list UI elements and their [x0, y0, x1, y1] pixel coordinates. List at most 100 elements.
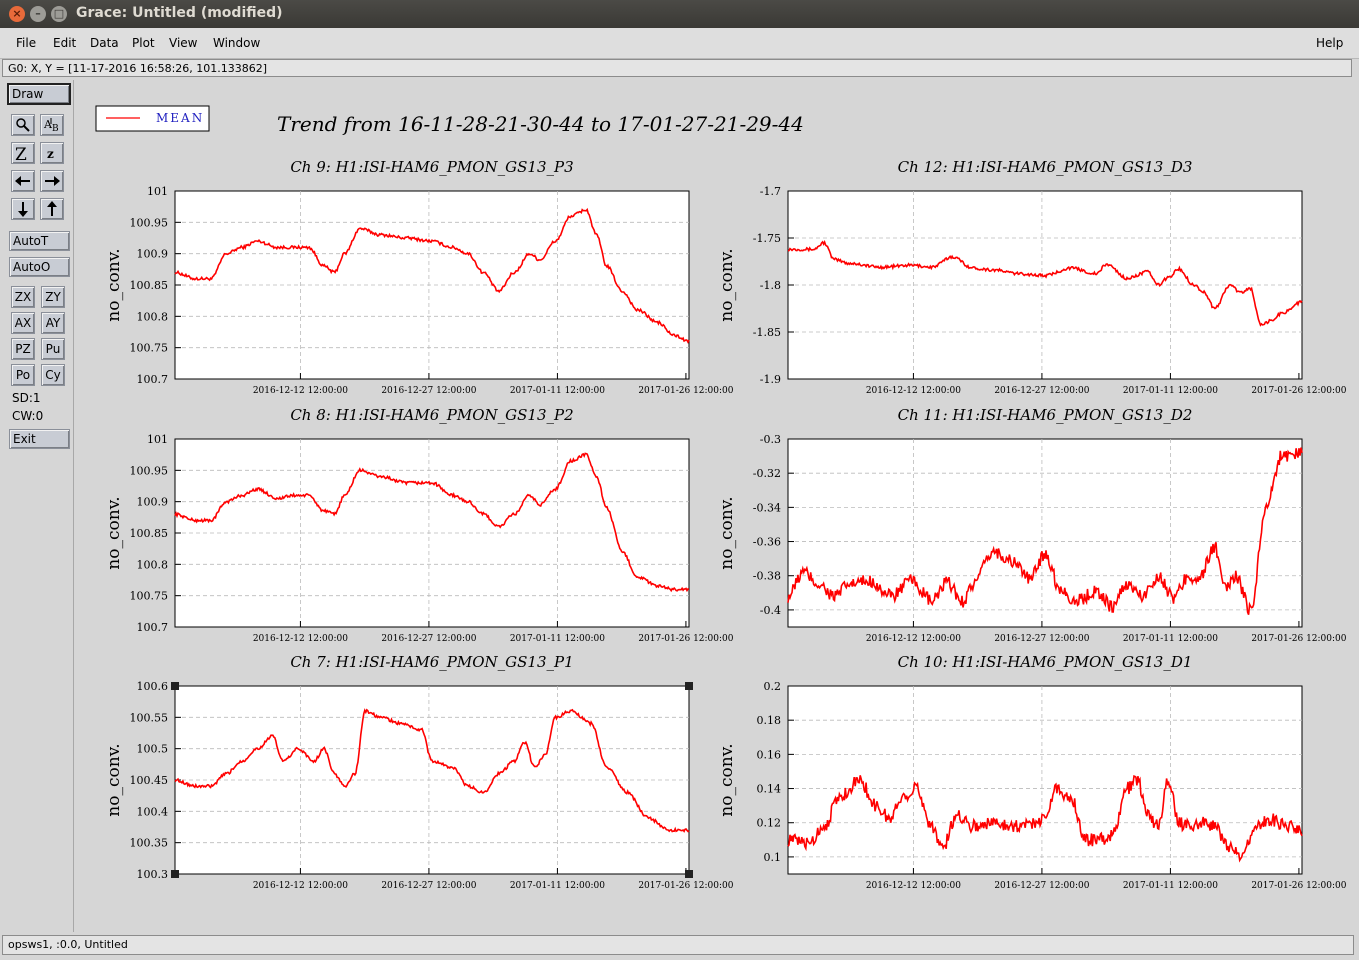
menu-help[interactable]: Help — [1316, 36, 1344, 50]
series-line-mean — [787, 447, 1303, 615]
zoom-button[interactable]: Z — [11, 142, 35, 165]
graph-2[interactable]: 100.7 100.75 100.8 100.85 100.9 100.95 101 2016… — [104, 406, 734, 644]
graph-title: Ch 9: H1:ISI-HAM6_PMON_GS13_P3 — [290, 158, 573, 176]
y-tick-label: 100.4 — [137, 805, 169, 818]
x-tick-label: 2017-01-26 12:00:00 — [638, 386, 733, 396]
window-minimize-button[interactable]: – — [30, 6, 46, 22]
menu-plot[interactable]: Plot — [132, 36, 155, 50]
series-line-mean — [787, 239, 1303, 327]
y-tick-label: 100.8 — [137, 310, 169, 323]
y-tick-label: -1.75 — [753, 232, 781, 245]
series-line-mean — [787, 774, 1303, 863]
status-bar: opsws1, :0.0, Untitled — [2, 935, 1354, 955]
zy-button[interactable]: ZY — [41, 286, 65, 308]
x-tick-label: 2016-12-27 12:00:00 — [994, 881, 1089, 891]
y-tick-label: 100.95 — [130, 464, 169, 477]
window-maximize-button[interactable]: □ — [51, 6, 67, 22]
x-tick-label: 2016-12-12 12:00:00 — [866, 881, 961, 891]
zoom-small-button[interactable]: z — [40, 142, 64, 164]
pz-button[interactable]: PZ — [11, 338, 35, 360]
graph-title: Ch 8: H1:ISI-HAM6_PMON_GS13_P2 — [290, 406, 573, 424]
x-tick-label: 2016-12-27 12:00:00 — [381, 386, 476, 396]
zx-button[interactable]: ZX — [11, 286, 35, 308]
scroll-left-button[interactable] — [11, 170, 35, 192]
current-world-label: CW:0 — [12, 409, 44, 423]
exit-button[interactable]: Exit — [9, 429, 70, 449]
plot-frame — [787, 438, 1303, 628]
series-line-mean — [174, 207, 690, 344]
menu-window[interactable]: Window — [213, 36, 261, 50]
x-tick-label: 2017-01-11 12:00:00 — [510, 881, 605, 891]
svg-text:B: B — [52, 124, 59, 134]
menu-file[interactable]: File — [16, 36, 37, 50]
y-tick-label: 0.18 — [757, 714, 782, 727]
ax-button[interactable]: AX — [11, 312, 35, 334]
y-tick-label: 100.7 — [137, 621, 169, 634]
graph-title: Ch 11: H1:ISI-HAM6_PMON_GS13_D2 — [898, 406, 1193, 424]
y-tick-label: -0.34 — [753, 501, 781, 514]
autoo-button[interactable]: AutoO — [9, 257, 70, 277]
window-close-button[interactable]: × — [9, 6, 25, 22]
y-tick-label: 0.16 — [757, 748, 782, 761]
plot-canvas[interactable]: MEAN Trend from 16-11-28-21-30-44 to 17-… — [74, 80, 1358, 932]
locator-readout: G0: X, Y = [11-17-2016 16:58:26, 101.133… — [2, 59, 1352, 77]
series-line-mean — [174, 708, 690, 833]
x-tick-label: 2017-01-26 12:00:00 — [1251, 386, 1346, 396]
x-tick-label: 2017-01-26 12:00:00 — [638, 634, 733, 644]
x-tick-label: 2016-12-27 12:00:00 — [994, 634, 1089, 644]
arrow-left-icon — [15, 176, 30, 186]
y-axis-label: no_conv. — [717, 496, 737, 569]
zoom-z-icon: Z — [15, 145, 27, 165]
y-tick-label: -0.4 — [760, 604, 781, 617]
scroll-right-button[interactable] — [40, 170, 64, 192]
pu-button[interactable]: Pu — [41, 338, 65, 360]
menu-edit[interactable]: Edit — [53, 36, 77, 50]
menu-view[interactable]: View — [169, 36, 198, 50]
autot-button[interactable]: AutoT — [9, 231, 70, 251]
y-tick-label: 100.7 — [137, 373, 169, 386]
zoom-z-small-icon: z — [47, 147, 54, 161]
selection-handle[interactable] — [685, 682, 693, 690]
selection-handle[interactable] — [171, 870, 179, 878]
y-tick-label: -0.32 — [753, 467, 781, 480]
selection-handle[interactable] — [171, 682, 179, 690]
y-tick-label: 101 — [147, 185, 168, 198]
graph-0[interactable]: 100.7 100.75 100.8 100.85 100.9 100.95 101 2016… — [104, 158, 734, 396]
graph-5[interactable]: 0.1 0.12 0.14 0.16 0.18 0.2 2016-12-12 12:00:0… — [717, 653, 1347, 891]
window-title: Grace: Untitled (modified) — [76, 5, 283, 21]
graph-1[interactable]: -1.9 -1.85 -1.8 -1.75 -1.7 2016-12-12 12:00:0… — [717, 158, 1347, 396]
cy-button[interactable]: Cy — [41, 364, 65, 386]
graph-3[interactable]: -0.4 -0.38 -0.36 -0.34 -0.32 -0.3 2016-12-12 1… — [717, 406, 1347, 644]
y-tick-label: 0.12 — [757, 817, 782, 830]
graph-4[interactable]: 100.3 100.35 100.4 100.45 100.5 100.55 100.6 20… — [104, 653, 734, 891]
menu-data[interactable]: Data — [90, 36, 119, 50]
x-tick-label: 2016-12-12 12:00:00 — [253, 386, 348, 396]
x-tick-label: 2017-01-11 12:00:00 — [510, 386, 605, 396]
graph-title: Ch 12: H1:ISI-HAM6_PMON_GS13_D3 — [898, 158, 1193, 176]
y-tick-label: 100.75 — [130, 590, 169, 603]
graph-title: Ch 7: H1:ISI-HAM6_PMON_GS13_P1 — [290, 653, 573, 671]
ay-button[interactable]: AY — [41, 312, 65, 334]
y-tick-label: -1.7 — [760, 185, 781, 198]
y-tick-label: 100.45 — [130, 774, 169, 787]
svg-text:z: z — [47, 147, 54, 161]
x-tick-label: 2017-01-26 12:00:00 — [638, 881, 733, 891]
selection-handle[interactable] — [685, 870, 693, 878]
x-tick-label: 2016-12-12 12:00:00 — [866, 386, 961, 396]
magnifier-icon — [16, 118, 30, 132]
y-axis-label: no_conv. — [717, 248, 737, 321]
x-tick-label: 2016-12-27 12:00:00 — [381, 881, 476, 891]
scroll-down-button[interactable] — [11, 198, 35, 220]
draw-button[interactable]: Draw — [7, 83, 71, 105]
arrow-down-icon — [18, 202, 28, 217]
zoom-magnifier-button[interactable] — [11, 114, 35, 136]
x-tick-label: 2016-12-12 12:00:00 — [253, 881, 348, 891]
series-line-mean — [174, 452, 689, 593]
scroll-up-button[interactable] — [40, 198, 64, 220]
y-tick-label: 100.3 — [137, 868, 169, 881]
stack-depth-label: SD:1 — [12, 391, 41, 405]
arrow-right-icon — [45, 176, 60, 186]
y-tick-label: 100.95 — [130, 216, 169, 229]
po-button[interactable]: Po — [11, 364, 35, 386]
